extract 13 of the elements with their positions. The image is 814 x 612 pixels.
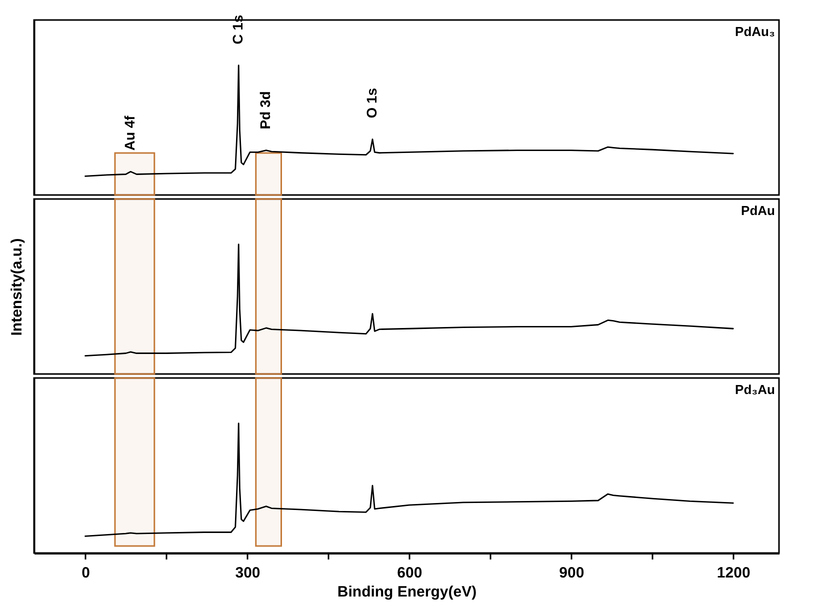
- text: PdAu₃: [735, 24, 775, 39]
- x-tick-label: 900: [559, 564, 584, 582]
- annotation: O 1s: [363, 88, 380, 118]
- x-tick-label: 300: [235, 564, 260, 582]
- x-tick-label: 600: [397, 564, 422, 582]
- x-axis-title: Binding Energy(eV): [337, 584, 477, 600]
- x-tick-label: 0: [82, 564, 90, 582]
- text: PdAu: [741, 203, 776, 218]
- text: Pd₃Au: [735, 382, 776, 397]
- annotation: Au 4f: [122, 115, 138, 151]
- x-tick-label: 1200: [716, 564, 750, 582]
- y-axis-title: Intensity(a.u.): [8, 238, 26, 336]
- annotation: Pd 3d: [257, 91, 274, 130]
